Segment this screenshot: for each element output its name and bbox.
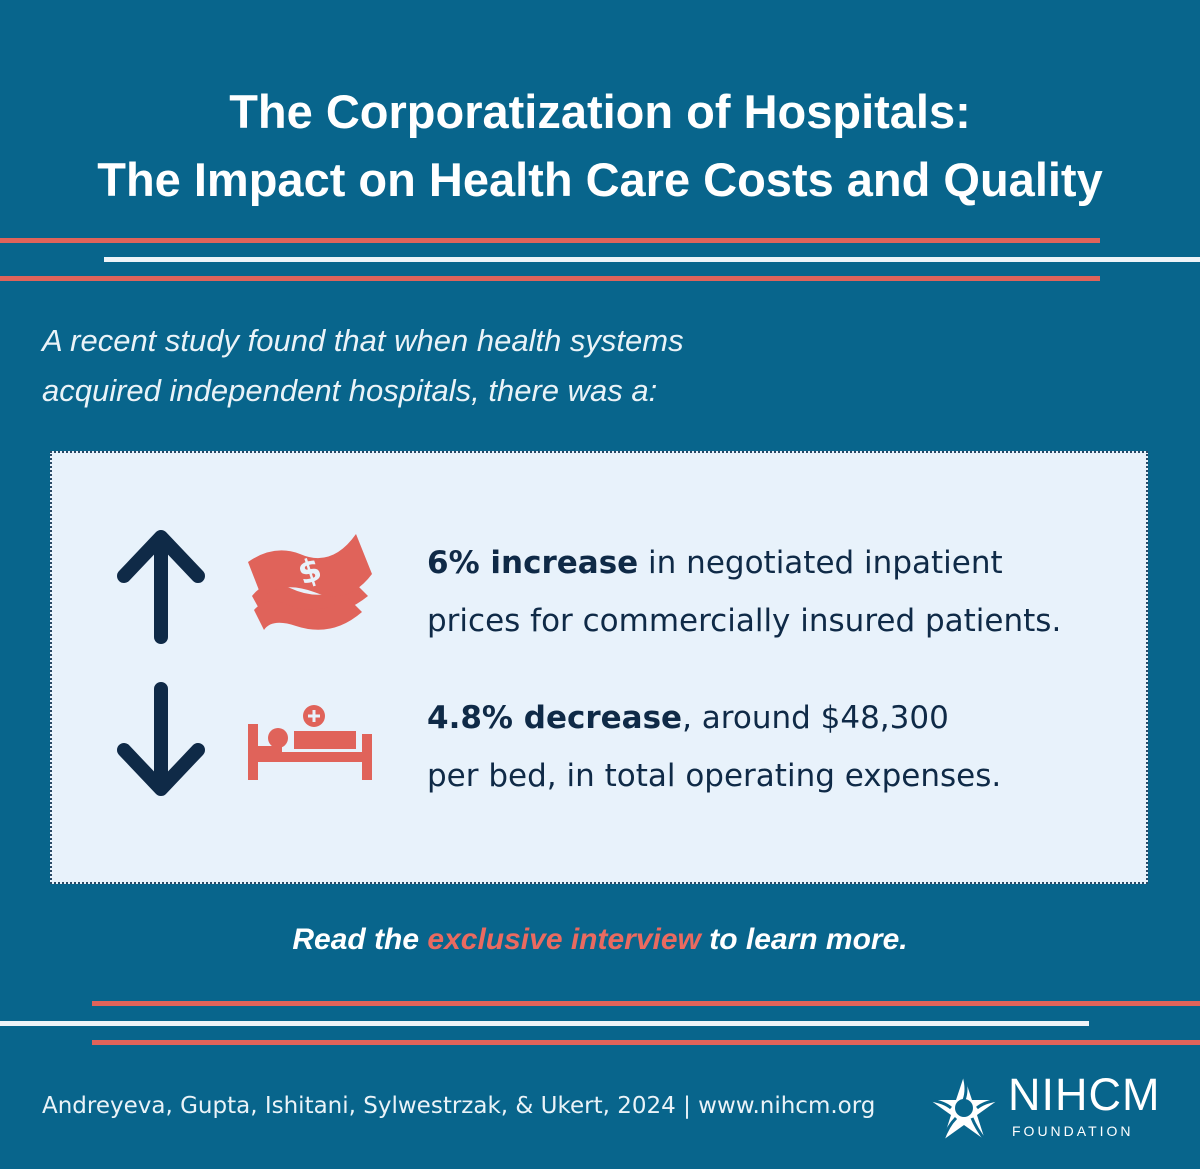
cta-suffix: to learn more. [700,923,908,956]
page-title: The Corporatization of Hospitals: The Im… [0,78,1200,214]
finding-2-line-1: 4.8% decrease, around $48,300 [427,689,1001,747]
divider-bottom-red-2 [92,1040,1200,1045]
divider-top-red-1 [0,238,1100,243]
intro-line-2: acquired independent hospitals, there wa… [42,373,658,408]
citation-text: Andreyeva, Gupta, Ishitani, Sylwestrzak,… [42,1093,876,1119]
divider-bottom-red-1 [92,1001,1200,1006]
star-hands-icon [929,1075,999,1141]
finding-1-highlight: 6% increase [427,545,639,581]
cta-text: Read the exclusive interview to learn mo… [0,917,1200,963]
finding-price-increase: 6% increase in negotiated inpatient pric… [427,534,1061,650]
logo-name: NIHCM [1008,1069,1161,1120]
money-icon: $ [248,534,372,630]
divider-bottom-white [0,1021,1089,1026]
exclusive-interview-link[interactable]: exclusive interview [427,923,701,956]
arrow-up-icon [117,530,205,644]
arrow-down-icon [117,682,205,796]
intro-line-1: A recent study found that when health sy… [42,323,684,358]
finding-1-line-2: prices for commercially insured patients… [427,603,1062,639]
cta-prefix: Read the [292,923,428,956]
title-line-2: The Impact on Health Care Costs and Qual… [97,153,1103,206]
findings-box [50,451,1148,884]
finding-2-highlight: 4.8% decrease [427,700,683,736]
divider-top-red-2 [0,276,1100,281]
intro-text: A recent study found that when health sy… [42,316,802,416]
finding-1-line-1: 6% increase in negotiated inpatient [427,534,1061,592]
logo-subtitle: FOUNDATION [1012,1123,1134,1139]
finding-2-line-2: per bed, in total operating expenses. [427,758,1002,794]
finding-1-line-1-rest: in negotiated inpatient [638,545,1003,581]
finding-expense-decrease: 4.8% decrease, around $48,300 per bed, i… [427,689,1001,805]
hospital-bed-icon [248,705,372,780]
nihcm-logo[interactable]: NIHCM FOUNDATION [928,1066,1168,1146]
divider-top-white [104,257,1200,262]
title-line-1: The Corporatization of Hospitals: [229,85,971,138]
finding-2-line-1-rest: , around $48,300 [682,700,949,736]
